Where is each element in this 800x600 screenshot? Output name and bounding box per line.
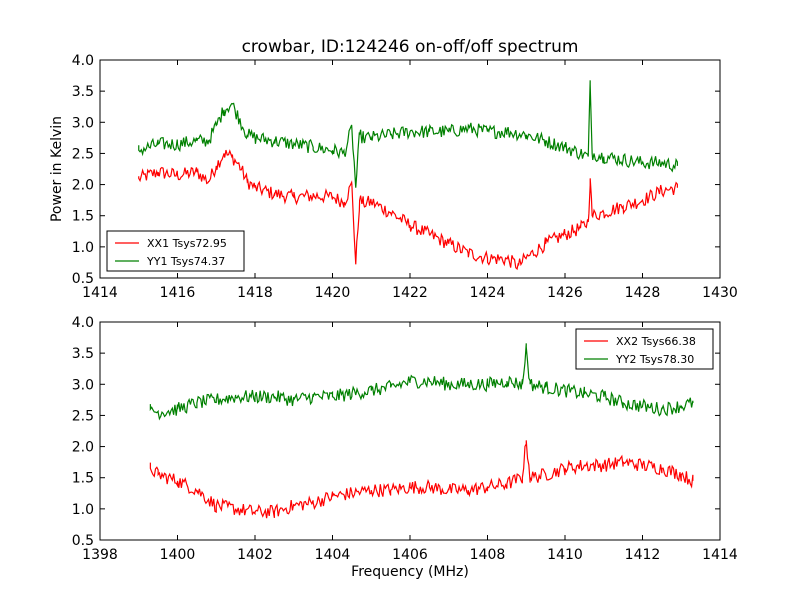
top-x-tick-label: 1426 (547, 285, 583, 301)
top-legend-label-1: XX1 Tsys72.95 (147, 237, 227, 250)
top-x-tick-label: 1416 (160, 285, 196, 301)
bottom-y-tick-label: 1.5 (72, 471, 94, 487)
chart-title: crowbar, ID:124246 on-off/off spectrum (242, 37, 579, 57)
top-y-tick-label: 1.5 (72, 209, 94, 225)
bottom-x-tick-label: 1406 (392, 547, 428, 563)
top-x-tick-label: 1422 (392, 285, 428, 301)
top-y-tick-label: 2.0 (72, 178, 94, 194)
top-x-tick-label: 1418 (237, 285, 273, 301)
bottom-y-tick-label: 3.5 (72, 346, 94, 362)
top-y-tick-label: 1.0 (72, 240, 94, 256)
bottom-x-tick-label: 1414 (702, 547, 738, 563)
bottom-y-tick-label: 0.5 (72, 533, 94, 549)
top-legend-box (106, 230, 245, 272)
top-legend-label-2: YY1 Tsys74.37 (146, 255, 225, 268)
bottom-x-tick-label: 1400 (160, 547, 196, 563)
bottom-panel: 1398 1400 1402 1404 1406 1408 1410 1412 1414 0.5 1… (72, 315, 738, 563)
bottom-y-tick-label: 4.0 (72, 315, 94, 331)
bottom-legend-label-1: XX2 Tsys66.38 (616, 335, 696, 348)
bottom-x-tick-label: 1398 (82, 547, 118, 563)
top-x-tick-label: 1414 (82, 285, 118, 301)
bottom-x-tick-label: 1408 (470, 547, 506, 563)
bottom-series-1-line (149, 440, 694, 519)
bottom-y-tick-label: 2.0 (72, 440, 94, 456)
top-x-tick-label: 1424 (470, 285, 506, 301)
top-y-tick-label: 3.5 (72, 84, 94, 100)
bottom-x-tick-label: 1412 (625, 547, 661, 563)
bottom-y-tick-label: 3.0 (72, 377, 94, 393)
top-x-tick-label: 1420 (315, 285, 351, 301)
bottom-legend-box (575, 328, 714, 370)
top-y-tick-label: 4.0 (72, 53, 94, 69)
top-y-axis-label: Power in Kelvin (49, 116, 65, 222)
bottom-x-axis-label: Frequency (MHz) (351, 564, 469, 580)
bottom-x-tick-label: 1410 (547, 547, 583, 563)
bottom-y-tick-label: 2.5 (72, 408, 94, 424)
bottom-y-tick-label: 1.0 (72, 502, 94, 518)
top-legend: XX1 Tsys72.95 YY1 Tsys74.37 (106, 230, 245, 272)
top-series-2-line (138, 80, 678, 188)
top-x-tick-label: 1430 (702, 285, 738, 301)
bottom-legend: XX2 Tsys66.38 YY2 Tsys78.30 (575, 328, 714, 370)
top-y-tick-label: 3.0 (72, 115, 94, 131)
bottom-series-2-line (149, 343, 694, 421)
top-y-tick-label: 0.5 (72, 271, 94, 287)
top-y-tick-label: 2.5 (72, 146, 94, 162)
top-series-1-line (138, 149, 678, 271)
top-x-tick-label: 1428 (625, 285, 661, 301)
bottom-legend-label-2: YY2 Tsys78.30 (615, 353, 694, 366)
bottom-x-tick-label: 1404 (315, 547, 351, 563)
top-panel: 1414 1416 1418 1420 1422 1424 1426 1428 1430 0.5 1… (72, 53, 738, 301)
bottom-x-tick-label: 1402 (237, 547, 273, 563)
